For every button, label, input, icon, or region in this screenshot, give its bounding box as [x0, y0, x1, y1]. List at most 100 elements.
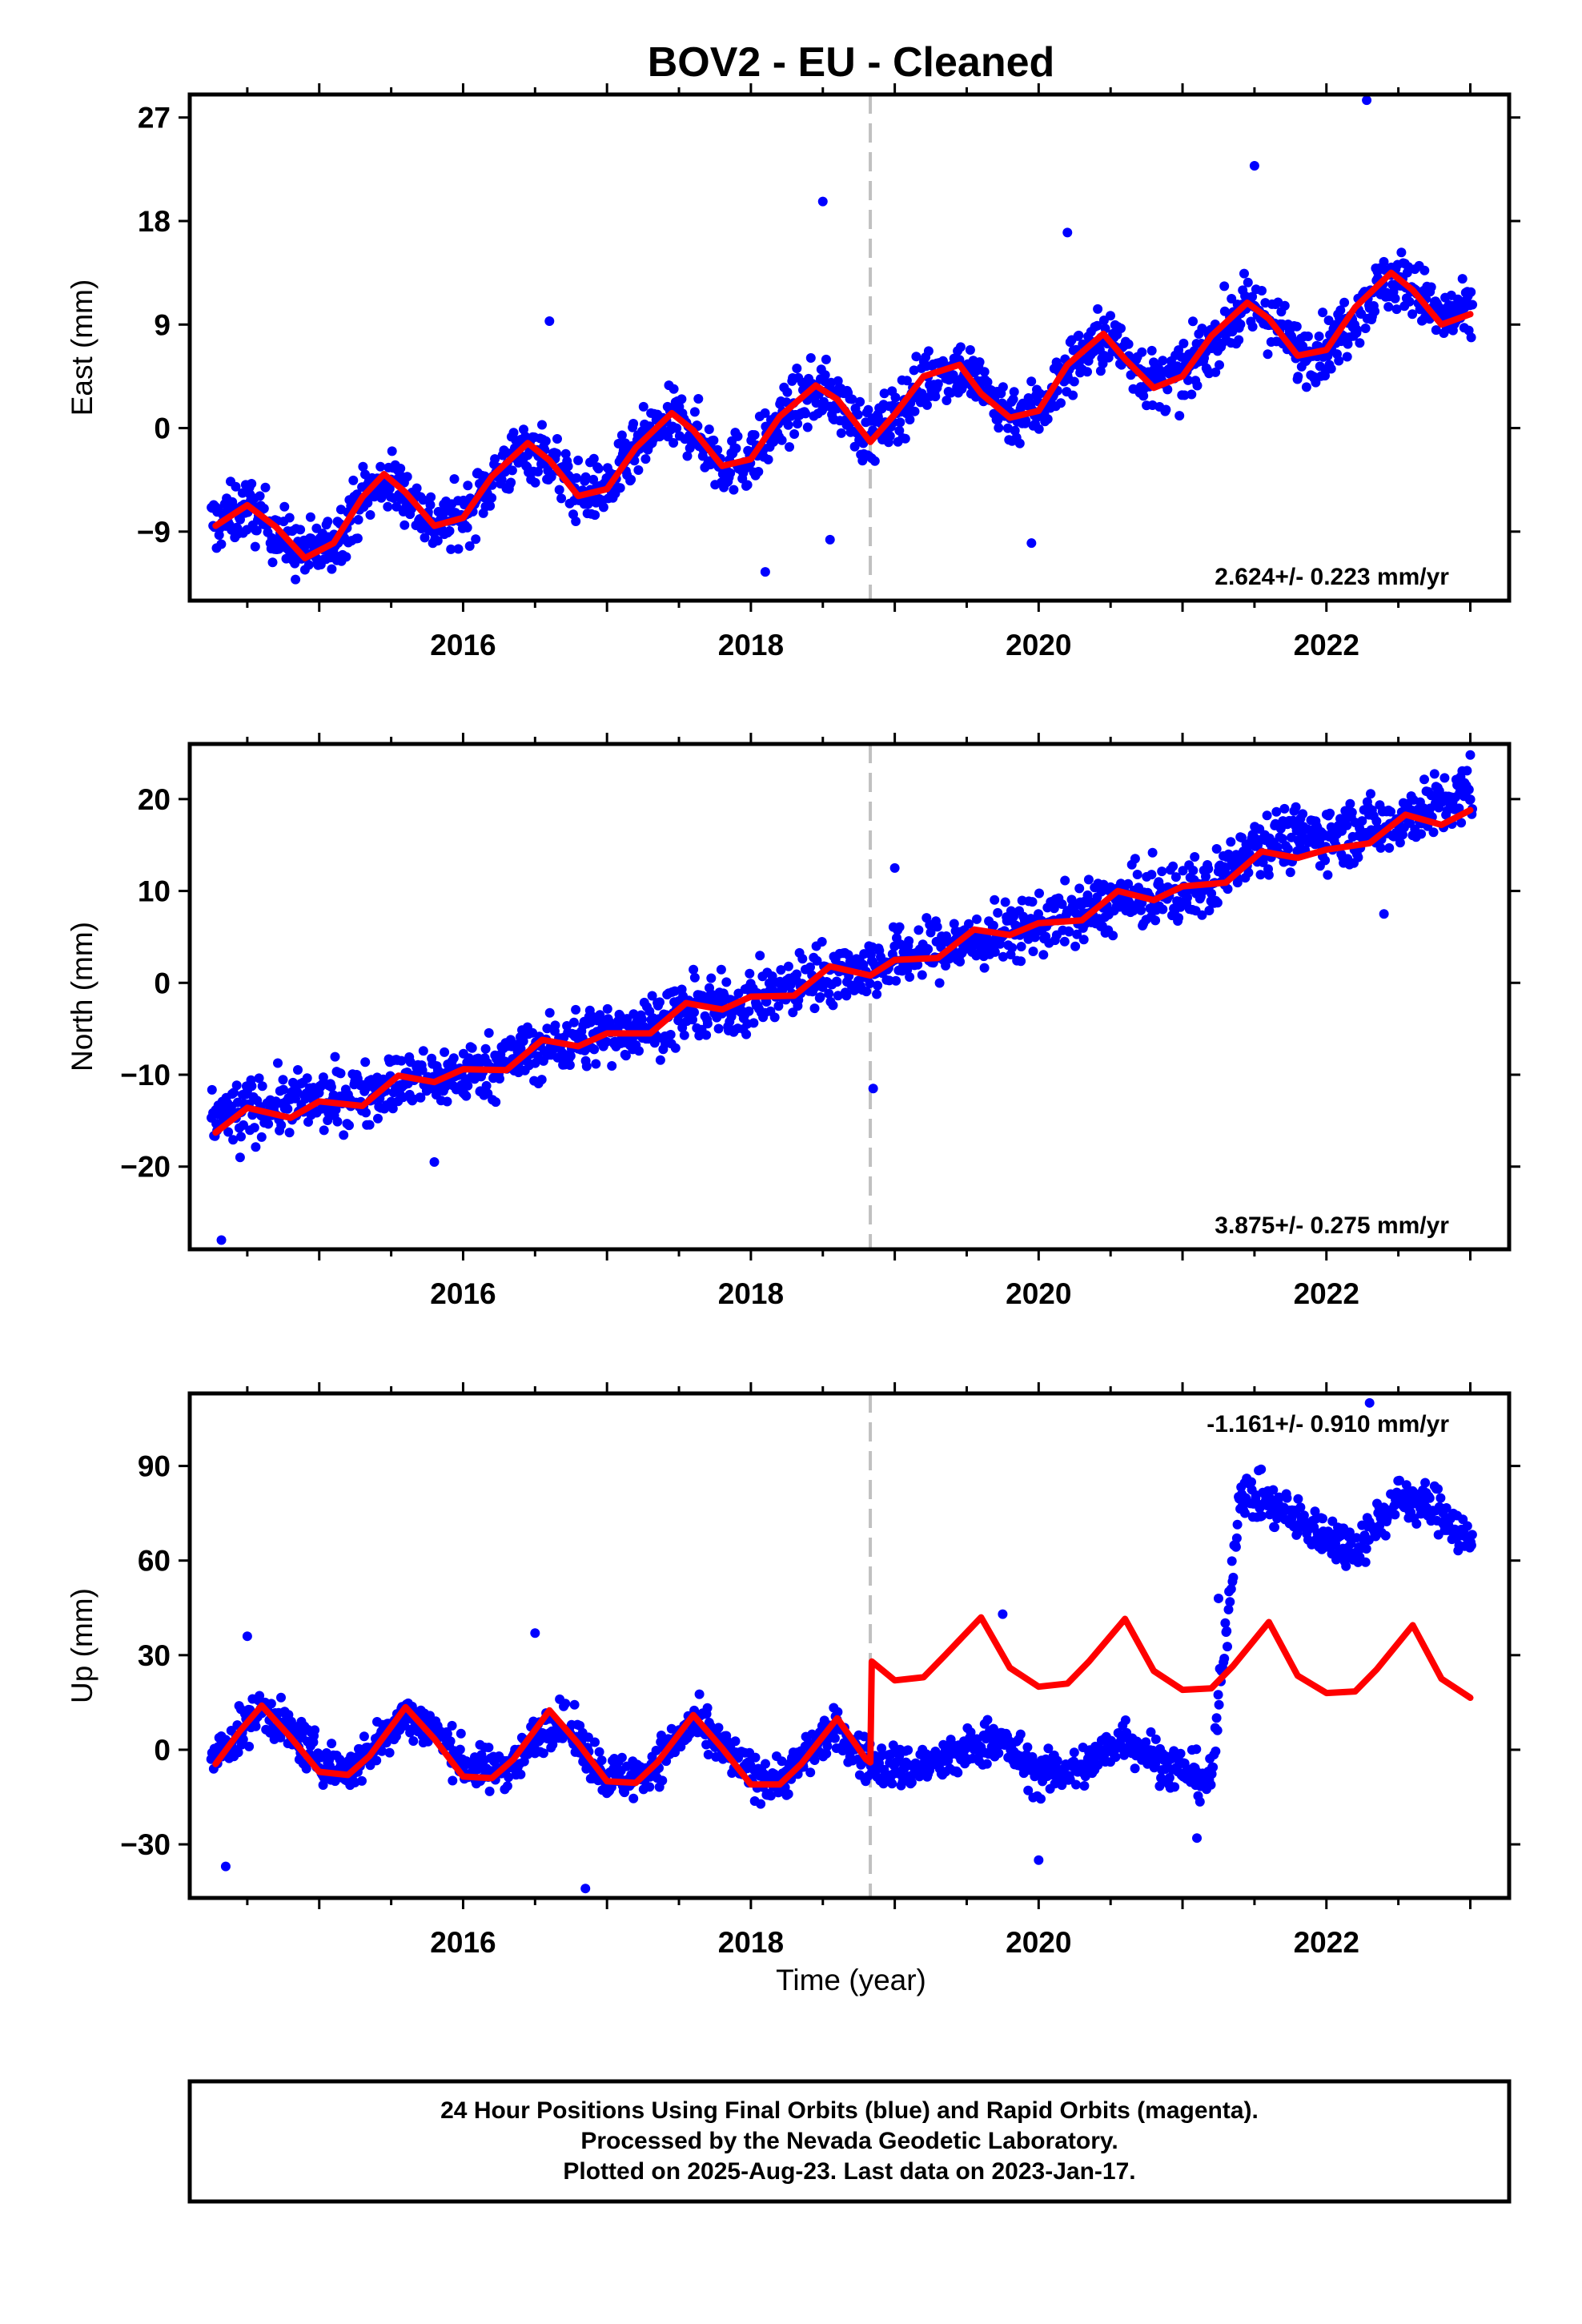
data-point	[420, 533, 430, 543]
data-point	[615, 483, 625, 493]
data-point	[1207, 888, 1217, 899]
data-point	[1015, 1729, 1026, 1739]
data-point	[1093, 1760, 1103, 1770]
data-point	[485, 501, 496, 511]
data-point	[1435, 1493, 1446, 1503]
data-point	[1466, 1540, 1476, 1550]
data-point	[1291, 321, 1302, 332]
data-point	[990, 895, 1000, 905]
data-point	[783, 1789, 793, 1799]
data-point	[1371, 816, 1382, 826]
y-tick-label: 60	[138, 1545, 171, 1578]
data-point	[254, 1073, 264, 1084]
data-point	[364, 1120, 375, 1130]
y-tick-label: 20	[138, 783, 171, 816]
data-point	[1016, 956, 1026, 967]
data-point	[1361, 1544, 1371, 1554]
data-point	[228, 1135, 239, 1145]
data-point	[319, 1125, 329, 1136]
data-point	[301, 1763, 311, 1774]
data-point	[990, 947, 1000, 957]
data-point	[998, 951, 1008, 962]
data-point	[1353, 852, 1363, 862]
data-point	[809, 1003, 820, 1014]
data-point	[1419, 774, 1429, 785]
data-point	[1355, 338, 1365, 348]
data-point	[237, 488, 247, 498]
data-point	[1211, 1746, 1221, 1756]
data-point	[1404, 296, 1415, 307]
data-point	[1332, 1553, 1342, 1563]
data-point	[484, 1027, 494, 1038]
data-point	[936, 942, 946, 952]
x-tick-label: 2016	[430, 1277, 496, 1310]
data-point	[446, 544, 456, 554]
data-point	[516, 1043, 526, 1054]
outlier-point	[1192, 1833, 1203, 1844]
data-point	[375, 461, 386, 472]
data-point	[971, 951, 982, 961]
data-point	[797, 954, 808, 964]
data-point	[1303, 332, 1313, 341]
y-tick-label: 10	[138, 875, 171, 908]
data-point	[1116, 324, 1126, 333]
data-point	[352, 533, 363, 544]
data-point	[1232, 878, 1243, 888]
data-point	[801, 408, 811, 419]
data-point	[216, 539, 227, 549]
data-point	[1132, 870, 1142, 879]
data-point	[657, 1775, 668, 1786]
data-point	[1164, 1772, 1174, 1783]
data-point	[1204, 906, 1215, 915]
data-point	[847, 394, 857, 404]
data-point	[1256, 1464, 1267, 1474]
data-point	[447, 1720, 457, 1731]
data-point	[1223, 1604, 1234, 1614]
data-point	[702, 1019, 713, 1029]
data-point	[749, 430, 760, 440]
data-point	[1074, 883, 1085, 894]
data-point	[1195, 1796, 1205, 1807]
data-point	[418, 1046, 428, 1056]
data-point	[1298, 809, 1308, 819]
data-point	[546, 472, 556, 482]
data-point	[572, 472, 582, 483]
data-point	[904, 936, 914, 946]
data-point	[580, 472, 591, 482]
data-point	[1092, 320, 1102, 331]
data-point	[538, 1748, 548, 1759]
x-tick-label: 2020	[1006, 629, 1071, 661]
data-point	[440, 1047, 450, 1057]
data-point	[972, 914, 982, 924]
data-point	[1156, 882, 1166, 892]
data-point	[689, 964, 699, 975]
data-point	[238, 1735, 248, 1744]
data-point	[1079, 1781, 1090, 1791]
data-point	[679, 1030, 689, 1040]
data-point	[1239, 268, 1249, 279]
model-line-north	[212, 806, 1474, 1136]
data-point	[879, 388, 889, 399]
footer-box: 24 Hour Positions Using Final Orbits (bl…	[187, 2079, 1512, 2204]
data-point	[412, 483, 422, 493]
data-point	[453, 544, 464, 554]
data-point	[571, 1004, 581, 1015]
data-point	[1456, 818, 1467, 828]
data-point	[1292, 846, 1303, 856]
outlier-point	[1362, 95, 1372, 106]
data-point	[702, 1703, 713, 1713]
data-point	[760, 408, 770, 418]
data-point	[756, 1799, 766, 1809]
data-point	[644, 1782, 655, 1792]
outlier-point	[1213, 1593, 1223, 1603]
data-point	[634, 1046, 644, 1056]
data-point	[776, 965, 786, 975]
data-point	[233, 1747, 243, 1758]
data-point	[829, 1733, 840, 1743]
data-point	[1150, 1734, 1161, 1744]
data-point	[295, 525, 306, 535]
data-point	[901, 376, 912, 386]
data-point	[933, 379, 943, 389]
data-point	[745, 968, 755, 979]
